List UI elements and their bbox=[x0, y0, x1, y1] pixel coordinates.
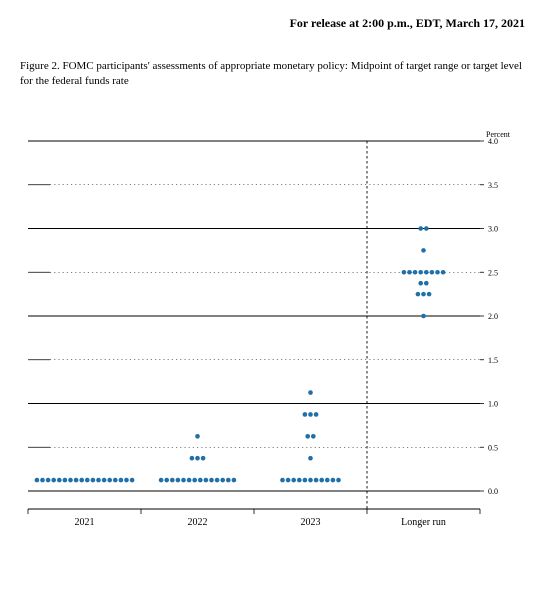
svg-text:2.5: 2.5 bbox=[488, 268, 498, 277]
svg-text:1.0: 1.0 bbox=[488, 399, 498, 408]
svg-text:3.0: 3.0 bbox=[488, 224, 498, 233]
svg-text:0.0: 0.0 bbox=[488, 487, 498, 496]
dot-plot-chart: Percent0.00.51.01.52.02.53.03.54.0202120… bbox=[20, 129, 525, 529]
chart-svg: Percent0.00.51.01.52.02.53.03.54.0202120… bbox=[20, 129, 525, 529]
svg-text:2.0: 2.0 bbox=[488, 312, 498, 321]
release-line: For release at 2:00 p.m., EDT, March 17,… bbox=[20, 16, 525, 31]
svg-text:2021: 2021 bbox=[75, 517, 95, 528]
svg-text:1.5: 1.5 bbox=[488, 355, 498, 364]
figure-title: Figure 2. FOMC participants' assessments… bbox=[20, 59, 525, 89]
svg-text:4.0: 4.0 bbox=[488, 137, 498, 146]
svg-text:Longer run: Longer run bbox=[401, 517, 446, 528]
svg-text:3.5: 3.5 bbox=[488, 180, 498, 189]
svg-text:0.5: 0.5 bbox=[488, 443, 498, 452]
svg-text:2022: 2022 bbox=[188, 517, 208, 528]
svg-text:2023: 2023 bbox=[301, 517, 321, 528]
